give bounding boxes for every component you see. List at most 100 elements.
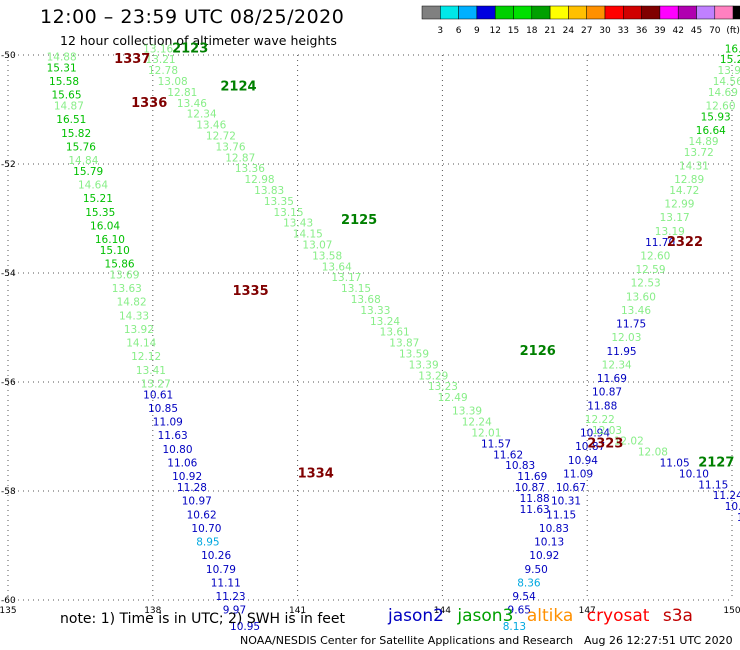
wave-height-value: 11.34 <box>737 512 740 524</box>
wave-height-value: 11.62 <box>493 449 523 461</box>
wave-height-value: 10.87 <box>575 441 605 453</box>
wave-height-value: 15.58 <box>49 76 79 88</box>
wave-height-value: 11.09 <box>563 468 593 480</box>
wave-height-value: 11.69 <box>517 471 547 483</box>
wave-height-value: 10.85 <box>148 403 178 415</box>
wave-height-value: 15.35 <box>85 207 115 219</box>
wave-height-value: 11.23 <box>216 591 246 603</box>
wave-height-value: 10.92 <box>172 471 202 483</box>
wave-height-value: 14.33 <box>119 310 149 322</box>
wave-height-value: 11.11 <box>211 577 241 589</box>
wave-height-value: 15.22 <box>720 54 740 66</box>
colorbar-label: 30 <box>599 26 611 36</box>
wave-height-value: 13.39 <box>409 359 439 371</box>
wave-height-value: 14.84 <box>68 155 98 167</box>
colorbar-label: 27 <box>581 26 592 36</box>
wave-height-value: 12.59 <box>635 264 665 276</box>
wave-height-value: 12.60 <box>640 250 670 262</box>
wave-height-value: 10.83 <box>505 460 535 472</box>
pass-number-label: 1335 <box>232 284 268 299</box>
wave-height-value: 8.95 <box>196 537 219 549</box>
wave-height-value: 13.41 <box>136 365 166 377</box>
wave-height-value: 14.14 <box>126 338 156 350</box>
wave-height-value: 13.19 <box>655 226 685 238</box>
wave-height-value: 13.72 <box>684 147 714 159</box>
wave-height-value: 11.05 <box>660 457 690 469</box>
wave-height-value: 13.83 <box>254 185 284 197</box>
wave-height-value: 12.87 <box>225 152 255 164</box>
colorbar-label: 6 <box>456 26 462 36</box>
wave-height-value: 10.31 <box>551 496 581 508</box>
wave-height-value: 10.26 <box>201 550 231 562</box>
wave-height-value: 10.95 <box>230 621 260 633</box>
map-subtitle: 12 hour collection of altimeter wave hei… <box>60 33 337 48</box>
colorbar-label: 70 <box>709 26 721 36</box>
satellite-legend: jason2 jason3 altika cryosat s3a <box>388 606 701 626</box>
wave-height-value: 9.54 <box>512 591 536 603</box>
pass-number-label: 2124 <box>220 79 256 94</box>
wave-height-value: 13.17 <box>331 272 361 284</box>
wave-height-value: 10.62 <box>187 509 217 521</box>
wave-height-value: 13.61 <box>380 327 410 339</box>
wave-height-value: 13.21 <box>146 54 176 66</box>
wave-height-value: 12.89 <box>674 174 704 186</box>
wave-height-value: 15.10 <box>100 245 130 257</box>
wave-height-value: 16.04 <box>90 220 120 232</box>
wave-height-value: 14.87 <box>54 101 84 113</box>
wave-height-value: 10.67 <box>556 482 586 494</box>
wave-height-value: 12.02 <box>614 436 644 448</box>
wave-height-value: 11.70 <box>645 237 675 249</box>
wave-height-value: 13.23 <box>428 381 458 393</box>
wave-height-value: 13.07 <box>302 239 332 251</box>
wave-height-value: 14.15 <box>293 229 323 241</box>
wave-height-value: 10.94 <box>568 455 598 467</box>
wave-height-value: 8.36 <box>517 577 541 589</box>
wave-height-value: 10.97 <box>182 496 212 508</box>
wave-height-value: 12.78 <box>148 65 178 77</box>
wave-height-value: 11.63 <box>158 430 188 442</box>
wave-height-value: 12.99 <box>664 199 694 211</box>
wave-height-value: 12.01 <box>471 428 501 440</box>
wave-height-value: 12.60 <box>705 101 735 113</box>
wave-height-value: 11.06 <box>167 457 197 469</box>
wave-height-value: 11.28 <box>177 482 207 494</box>
pass-number-label: 2125 <box>341 213 377 228</box>
legend-s3a: s3a <box>662 606 693 626</box>
wave-height-value: 12.22 <box>585 414 615 426</box>
wave-height-value: 13.59 <box>399 348 429 360</box>
legend-jason3: jason3 <box>457 606 514 626</box>
wave-height-value: 12.98 <box>245 174 275 186</box>
x-tick-label: 144 <box>434 606 451 616</box>
colorbar-label: 45 <box>691 26 702 36</box>
wave-height-value: 12.49 <box>438 392 468 404</box>
wave-height-value: 14.56 <box>713 76 740 88</box>
wave-height-value: 12.03 <box>592 425 622 437</box>
wave-height-value: 10.88 <box>725 501 740 513</box>
wave-height-value: 11.88 <box>587 400 617 412</box>
wave-height-value: 13.46 <box>196 120 226 132</box>
wave-height-value: 15.79 <box>73 166 103 178</box>
wave-height-value: 13.43 <box>283 218 313 230</box>
wave-height-value: 11.75 <box>616 319 646 331</box>
wave-height-value: 14.72 <box>669 185 699 197</box>
generated-timestamp: Aug 26 12:27:51 UTC 2020 <box>584 634 733 647</box>
wave-height-value: 10.83 <box>539 523 569 535</box>
wave-height-value: 12.34 <box>602 359 632 371</box>
wave-height-value: 8.13 <box>503 621 526 633</box>
pass-number-label: 2123 <box>172 41 208 56</box>
colorbar-label: 15 <box>508 26 519 36</box>
wave-height-value: 12.34 <box>187 109 217 121</box>
wave-height-value: 13.33 <box>360 305 390 317</box>
wave-height-value: 10.79 <box>206 564 236 576</box>
wave-height-value: 10.92 <box>529 550 559 562</box>
wave-height-value: 13.92 <box>124 324 154 336</box>
wave-height-value: 14.89 <box>689 136 719 148</box>
colorbar-label: 42 <box>672 26 683 36</box>
wave-height-value: 13.35 <box>264 196 294 208</box>
legend-cryosat: cryosat <box>586 606 650 626</box>
colorbar-label: 39 <box>654 26 666 36</box>
wave-height-value: 11.88 <box>520 493 550 505</box>
wave-height-value: 15.76 <box>66 141 96 153</box>
y-tick-label: -50 <box>1 51 16 61</box>
